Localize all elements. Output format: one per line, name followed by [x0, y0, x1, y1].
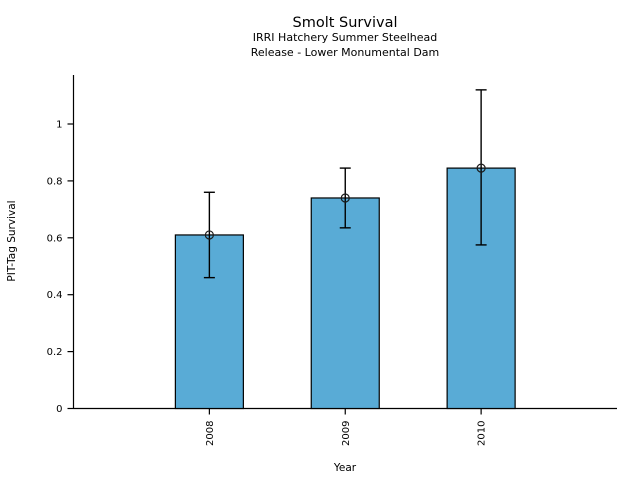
errorbars-group — [203, 89, 487, 279]
point-marker-2010 — [476, 163, 486, 173]
y-axis-label: PIT-Tag Survival — [6, 200, 18, 281]
y-tick-label: 0 — [56, 404, 62, 415]
x-axis-ticks: 2008 2009 2010 — [205, 408, 488, 446]
bars-group — [174, 167, 516, 410]
chart-subtitle-line1: IRRI Hatchery Summer Steelhead — [253, 31, 437, 44]
y-tick-label: 0.8 — [47, 176, 63, 187]
y-tick-label: 0.2 — [47, 347, 63, 358]
bar-2009 — [310, 197, 380, 410]
x-tick-label-2009: 2009 — [341, 421, 352, 446]
chart-title: Smolt Survival — [293, 15, 398, 31]
y-tick-label: 0.6 — [47, 233, 63, 244]
x-axis-label: Year — [333, 462, 357, 474]
y-tick-label: 0.4 — [47, 290, 63, 301]
chart-subtitle-line2: Release - Lower Monumental Dam — [251, 46, 440, 59]
y-axis-ticks: 0 0.2 0.4 0.6 0.8 1 — [47, 120, 74, 415]
x-tick-label-2008: 2008 — [205, 421, 216, 446]
point-marker-2009 — [340, 193, 350, 203]
markers-group — [204, 163, 486, 240]
y-tick-label: 1 — [56, 120, 62, 131]
point-marker-2008 — [204, 230, 214, 240]
x-tick-label-2010: 2010 — [477, 421, 488, 446]
